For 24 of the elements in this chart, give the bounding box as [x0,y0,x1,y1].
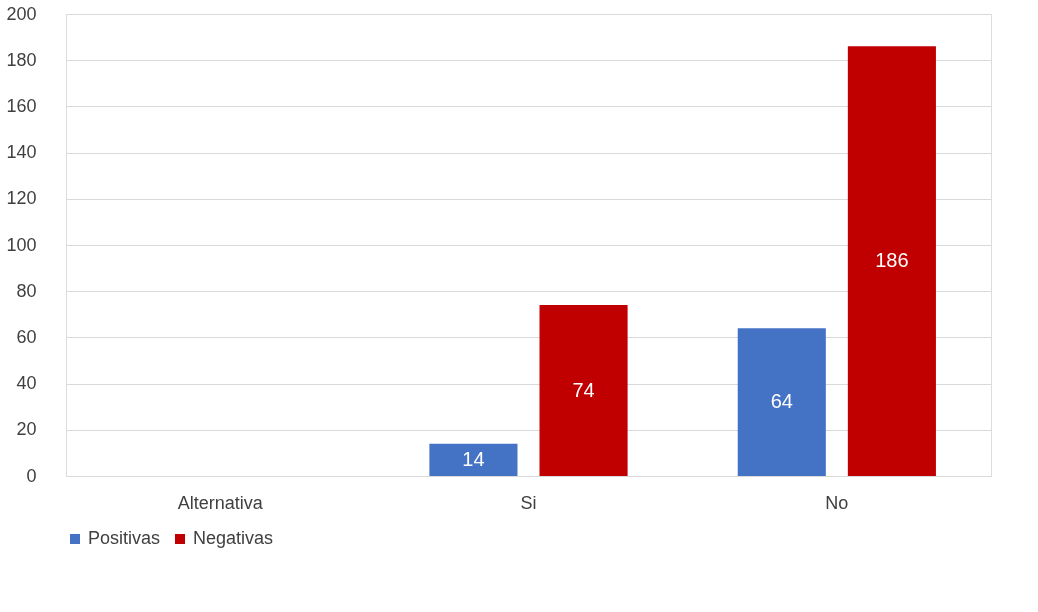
y-tick-label: 180 [6,49,37,70]
bar [539,305,628,476]
legend-label: Positivas [88,528,161,548]
bar [737,328,826,476]
legend-label: Negativas [193,528,274,548]
y-tick-label: 140 [6,142,37,163]
data-label: 14 [462,447,485,470]
y-tick-label: 60 [16,326,37,347]
y-tick-label: 120 [6,188,37,209]
y-tick-label: 200 [6,3,37,24]
x-tick-label: No [825,492,849,513]
y-tick-label: 40 [16,373,37,394]
data-label: 64 [770,390,793,413]
data-label: 186 [875,249,909,272]
x-tick-label: Si [520,492,537,513]
bar [429,443,518,476]
y-tick-label: 100 [6,234,37,255]
data-label: 74 [572,378,595,401]
y-tick-label: 160 [6,95,37,116]
y-tick-label: 0 [26,465,37,486]
bar [847,46,936,476]
x-tick-label: Alternativa [177,492,264,513]
y-tick-label: 20 [16,419,37,440]
y-tick-label: 80 [16,280,37,301]
